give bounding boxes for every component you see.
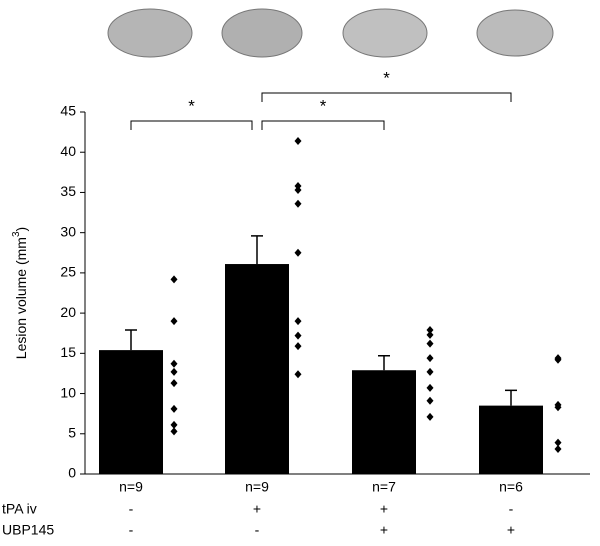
data-point [426, 326, 434, 335]
treatment-mark: - [509, 501, 514, 517]
x-tick-label: n=7 [372, 479, 396, 495]
data-point [426, 330, 434, 339]
data-point [554, 355, 562, 364]
data-point [294, 182, 302, 191]
data-point [170, 379, 178, 388]
treatment-mark: - [129, 522, 134, 538]
significance-label: * [320, 96, 327, 115]
y-tick-label: 0 [68, 465, 76, 481]
y-axis-label: Lesion volume (mm3) [11, 227, 29, 359]
data-point [426, 354, 434, 363]
data-point [294, 248, 302, 257]
y-tick-label: 15 [60, 344, 76, 360]
bar [99, 350, 163, 474]
treatment-mark: + [380, 522, 388, 538]
treatment-name: UBP145 [2, 522, 54, 538]
y-tick-label: 25 [60, 264, 76, 280]
treatment-mark: - [255, 522, 260, 538]
data-point [170, 359, 178, 368]
data-point [170, 420, 178, 429]
data-point [426, 396, 434, 405]
significance-label: * [383, 68, 390, 87]
data-point [294, 342, 302, 351]
y-tick-label: 45 [60, 103, 76, 119]
y-tick-label: 35 [60, 183, 76, 199]
significance-label: * [188, 96, 195, 115]
data-point [294, 199, 302, 208]
x-tick-label: n=9 [119, 479, 143, 495]
significance-bracket [261, 120, 385, 130]
data-point [170, 367, 178, 376]
data-point [426, 339, 434, 348]
treatment-mark: - [129, 501, 134, 517]
data-point [554, 445, 562, 454]
treatment-mark: + [507, 522, 515, 538]
brain-slice [476, 9, 554, 57]
y-tick-label: 40 [60, 143, 76, 159]
treatment-mark: + [253, 501, 261, 517]
data-point [170, 317, 178, 326]
data-point [294, 136, 302, 145]
data-point [294, 370, 302, 379]
bar [225, 264, 289, 474]
data-point [426, 367, 434, 376]
data-point [294, 331, 302, 340]
y-tick-label: 30 [60, 223, 76, 239]
data-point [170, 427, 178, 436]
y-axis-label-text: Lesion volume (mm [13, 237, 29, 359]
data-point [170, 275, 178, 284]
y-axis-label-sup: 3 [11, 231, 22, 237]
x-tick-label: n=6 [499, 479, 523, 495]
significance-bracket [261, 92, 512, 102]
data-point [554, 438, 562, 447]
data-point [554, 403, 562, 412]
y-tick-label: 20 [60, 304, 76, 320]
significance-bracket [130, 120, 253, 130]
y-tick-label: 5 [68, 424, 76, 440]
data-point [426, 383, 434, 392]
y-axis-label-end: ) [13, 227, 29, 232]
y-tick-label: 10 [60, 384, 76, 400]
data-point [170, 404, 178, 413]
data-point [294, 186, 302, 195]
brain-images [107, 8, 554, 58]
brain-slice [107, 8, 193, 58]
data-point [294, 317, 302, 326]
bar [352, 370, 416, 474]
treatment-name: tPA iv [2, 501, 37, 517]
brain-slice [342, 8, 428, 58]
treatment-mark: + [380, 501, 388, 517]
data-point [426, 412, 434, 421]
x-tick-label: n=9 [245, 479, 269, 495]
brain-slice [221, 8, 303, 58]
bar [479, 405, 543, 474]
